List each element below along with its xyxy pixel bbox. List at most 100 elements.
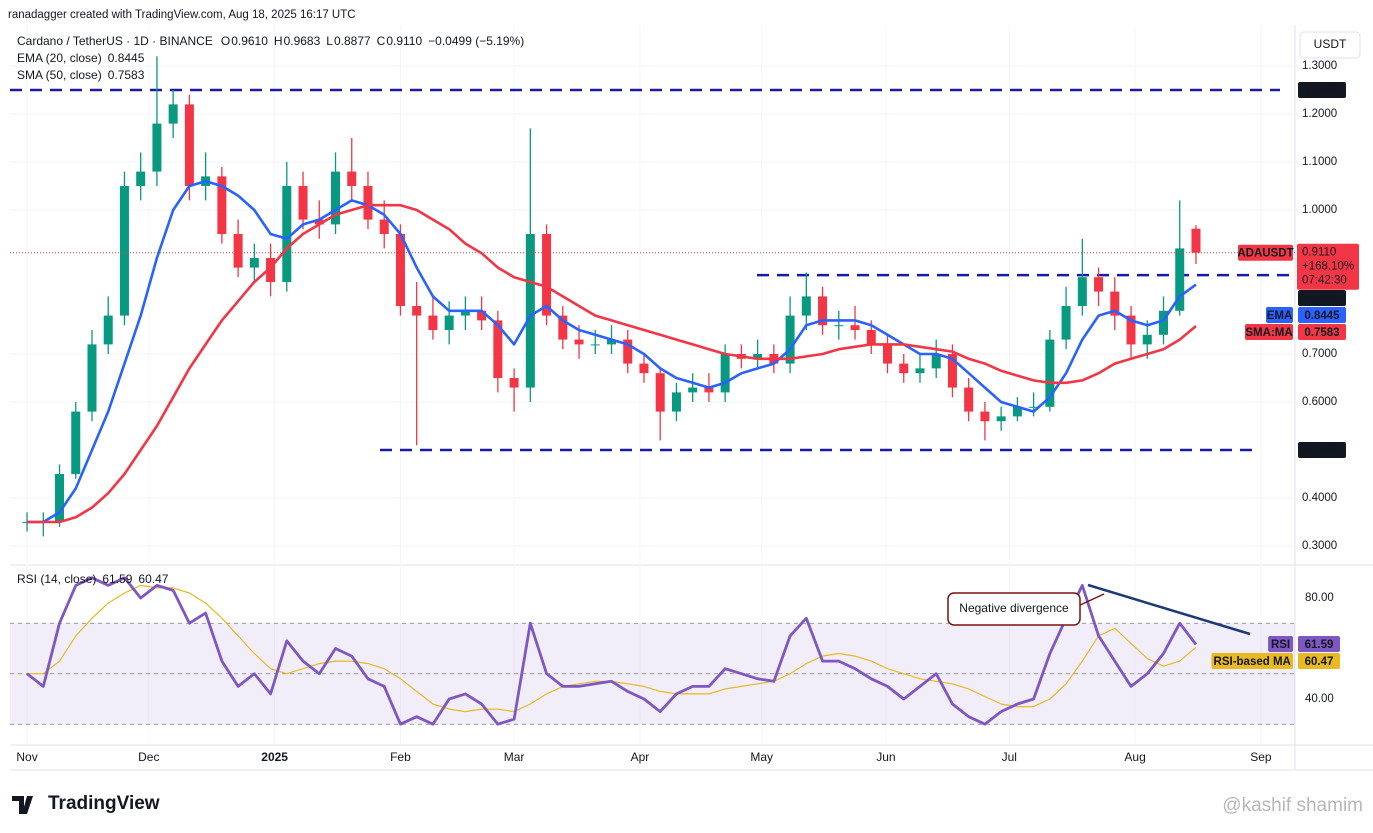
candle-body [1012,406,1022,417]
candle-body [1175,248,1185,311]
candle-body [1061,305,1071,340]
x-tick-label: Jul [1002,750,1017,764]
trendline [1087,583,1251,636]
unit-box[interactable] [1299,31,1361,59]
candle-body [233,233,243,268]
x-tick-label: Mar [504,750,525,764]
candle-body [704,387,714,393]
y-tick-label: 0.4000 [1302,492,1337,504]
symbol-label: ADAUSDT [1237,248,1293,260]
x-tick-label: Sep [1250,750,1272,764]
logo-icon [12,796,33,814]
legend-change: −0.0499 (−5.19%) [428,34,524,48]
candle-body [785,315,795,364]
y-tick-label: 80.00 [1305,592,1334,604]
candle-body [266,257,276,282]
candle-body [509,377,519,388]
candle-body [460,310,470,316]
candle-body [412,305,422,316]
candle-body [249,257,259,268]
candle-body [1029,406,1039,408]
rsi-label-box [1298,636,1340,652]
series-label: 0.7583 [1304,327,1339,339]
candle-body [298,185,308,220]
legend-name: SMA (50, close) [17,68,102,82]
candle-body [542,233,552,316]
x-tick-label: Aug [1124,750,1145,764]
x-tick-label: Jun [876,750,895,764]
legend-key: L [326,34,333,48]
y-tick-label: 1.1000 [1302,156,1337,168]
candle-body [964,387,974,412]
last-price-box [1297,243,1359,290]
candle-body [753,353,763,359]
x-tick-label: 2025 [261,750,288,764]
candle-body [87,344,97,412]
rsi-label: 60.47 [1305,656,1334,668]
candle-body [996,416,1006,422]
candle-body [71,411,81,474]
candle-body [1158,310,1168,335]
last-price-text: 07:42:30 [1302,275,1347,287]
annotation-box [947,592,1081,626]
last-price-text: +168.10% [1302,261,1354,273]
x-tick-label: May [750,750,773,764]
candle-body [525,233,535,388]
candle-body [331,171,341,225]
candle-body [1191,228,1201,253]
level-label-box [1298,290,1346,306]
candle-body [1094,277,1104,292]
candle-body [915,368,925,374]
legend-value: 0.9683 [284,34,321,48]
candle-body [1126,315,1136,345]
candle-body [720,353,730,393]
rsi-tag: RSI [1271,639,1290,651]
candle-body [607,339,617,345]
series-tag: EMA [1267,310,1293,322]
level-label-box [1298,441,1346,458]
legend-key: H [274,34,283,48]
candle-body [866,329,876,345]
candle-body [883,344,893,364]
series-label-box [1298,307,1346,323]
candle-body [947,353,957,388]
series-tag-box [1266,307,1293,323]
logo: TradingView [12,793,160,814]
candle-body [671,392,681,412]
rsi-label-box [1298,653,1340,669]
x-tick-label: Feb [390,750,411,764]
candle-body [282,185,292,282]
candle-body [1045,339,1055,407]
legend-value: 0.7583 [108,68,145,82]
candle-body [655,373,665,412]
rsi-label: 61.59 [1305,639,1334,651]
credit: ranadagger created with TradingView.com,… [8,9,356,21]
candle-body [818,296,828,326]
indicator-line [27,203,1197,524]
y-tick-label: 0.6000 [1302,396,1337,408]
candle-body [493,320,503,378]
legend-value: 0.9610 [231,34,268,48]
candle-body [395,233,405,306]
candle-body [1110,291,1120,316]
legend-value: 61.59 [102,572,132,586]
candle-body [801,296,811,316]
candle-body [363,185,373,220]
candle-body [444,315,454,330]
candle-body [103,315,113,345]
series-tag-box [1245,324,1293,340]
level-label: 0.5000 [1304,445,1339,457]
candle-body [314,219,324,225]
level-label: 1.2500 [1304,85,1339,97]
y-tick-label: 0.3000 [1302,540,1337,552]
legend-value: 0.8877 [334,34,371,48]
candle-body [931,353,941,369]
candle-body [55,473,65,522]
candle-body [850,325,860,330]
candle-body [980,411,990,422]
symbol-label-box [1238,244,1293,261]
y-tick-label: 1.2000 [1302,108,1337,120]
level-label-box [1298,81,1346,98]
legend-title: RSI (14, close) [17,572,96,586]
